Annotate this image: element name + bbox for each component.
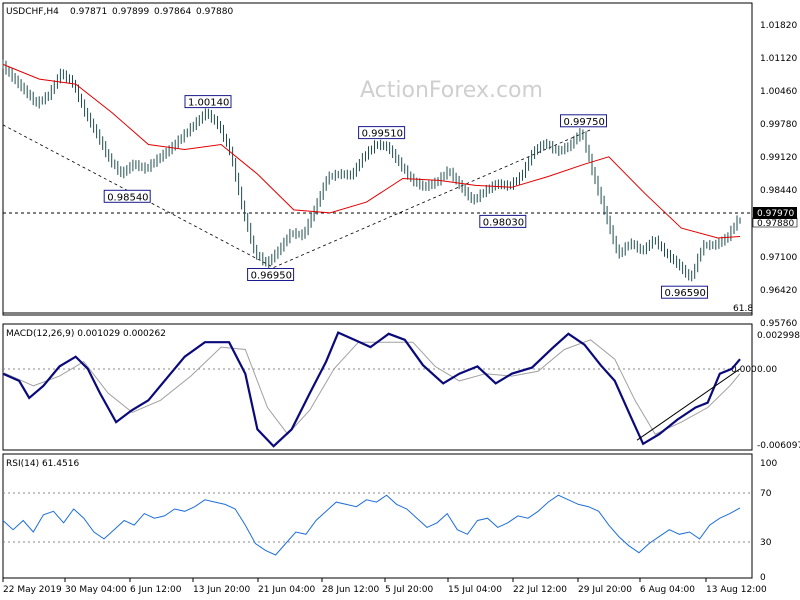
price-tick: 1.00460 — [760, 87, 797, 97]
price-tick: 0.97100 — [760, 253, 797, 263]
price-callout-label: 0.99750 — [564, 117, 605, 128]
date-label: 6 Jun 12:00 — [130, 585, 182, 595]
date-label: 5 Jul 20:00 — [385, 585, 434, 595]
date-label: 22 Jul 12:00 — [513, 585, 567, 595]
price-series — [2, 59, 741, 282]
price-tick: 1.01820 — [760, 21, 797, 31]
ohlc-close: 0.97880 — [196, 7, 233, 17]
price-callout-box — [247, 268, 295, 281]
ohlc-low: 0.97864 — [154, 7, 191, 17]
price-callout-label: 0.98030 — [483, 217, 524, 228]
current-price-text: 0.97970 — [757, 209, 794, 219]
date-label: 13 Aug 12:00 — [706, 585, 767, 595]
macd-trendline — [636, 368, 741, 441]
macd-series — [2, 331, 741, 448]
price-tick: 0.99120 — [760, 153, 797, 163]
price-tick: 0.99780 — [760, 120, 797, 130]
macd-panel — [2, 323, 753, 451]
macd-line — [2, 331, 741, 448]
rsi-tick: 30 — [760, 538, 772, 548]
macd-secondary-tick: 0.000 — [731, 365, 757, 375]
price-tick: 1.01120 — [760, 54, 797, 64]
callouts: 1.00140 0.98540 0.96950 0.99510 0.98030 0.997… — [103, 95, 708, 299]
macd-signal-line — [2, 339, 741, 435]
rsi-title: RSI(14) 61.4516 — [6, 459, 79, 469]
price-tick: 0.95760 — [760, 319, 797, 329]
rsi-tick: 100 — [760, 459, 777, 469]
ohlc-high: 0.97899 — [112, 7, 149, 17]
date-label: 13 Jun 20:00 — [193, 585, 250, 595]
rsi-panel — [2, 453, 753, 579]
moving-average-line — [2, 63, 741, 239]
price-tick: 0.96420 — [760, 286, 797, 296]
price-callout-label: 0.96950 — [251, 271, 292, 282]
price-callout-box — [103, 189, 151, 203]
date-label: 30 May 04:00 — [65, 585, 127, 595]
date-axis: 22 May 2019 30 May 04:00 6 Jun 12:00 13 Jun… — [2, 578, 767, 595]
rsi-line — [2, 494, 741, 556]
date-label: 28 Jun 12:00 — [322, 585, 379, 595]
price-tick: 0.98440 — [760, 186, 797, 196]
price-callout-label: 0.96590 — [665, 288, 706, 299]
fib-label: 61.8 — [733, 304, 753, 314]
watermark: ActionForex.com — [360, 78, 543, 103]
current-price-tag — [753, 207, 797, 219]
date-label: 22 May 2019 — [3, 585, 62, 595]
date-label: 29 Jul 20:00 — [578, 585, 632, 595]
price-callout-box — [560, 114, 607, 128]
date-label: 6 Aug 04:00 — [640, 585, 695, 595]
secondary-price-text: 0.97880 — [757, 219, 794, 229]
price-axis: 1.01820 1.01120 1.00460 0.99780 0.99120 … — [760, 21, 797, 329]
price-panel — [2, 2, 753, 316]
price-callout-box — [661, 285, 708, 299]
rsi-tick: 70 — [760, 489, 772, 499]
ohlc-open: 0.97871 — [70, 7, 107, 17]
rsi-series — [2, 494, 741, 556]
macd-tick: -0.006097 — [757, 441, 800, 451]
price-title: USDCHF,H4 — [6, 7, 59, 17]
price-callout-label: 1.00140 — [188, 98, 229, 109]
macd-tick: 0.002998 — [757, 331, 800, 341]
price-callout-box — [184, 95, 232, 109]
price-callout-box — [479, 214, 527, 228]
price-callout-label: 0.99510 — [362, 129, 403, 140]
macd-title: MACD(12,26,9) 0.001029 0.000262 — [6, 329, 166, 339]
date-label: 21 Jun 04:00 — [258, 585, 315, 595]
date-label: 15 Jul 04:00 — [448, 585, 502, 595]
rsi-tick: 0 — [760, 573, 766, 583]
price-callout-label: 0.98540 — [107, 192, 148, 203]
price-callout-box — [358, 126, 406, 140]
macd-tick: 0.00 — [757, 365, 777, 375]
